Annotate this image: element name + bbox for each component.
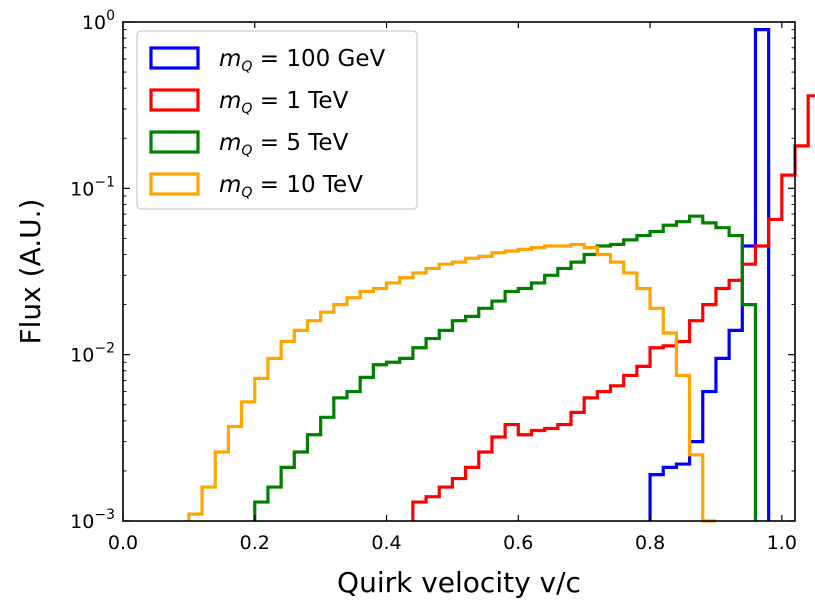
y-axis-title: Flux (A.U.): [14, 199, 47, 345]
legend-label: mQ = 10 TeV: [219, 172, 363, 201]
legend-swatch: [149, 46, 200, 70]
ticks-layer: 0.0 0.2 0.4 0.6 0.8 1.0 100 10−1 10−2 10−3: [70, 8, 797, 554]
series-layer: [187, 28, 815, 523]
legend-swatch: [149, 130, 200, 154]
x-tick-label: 0.2: [240, 532, 270, 554]
series-line-100-gev: [648, 28, 771, 521]
y-tick-label: 10−2: [70, 341, 115, 367]
plot-frame: [122, 21, 796, 522]
y-tick-label: 100: [82, 8, 115, 34]
x-axis-title: Quirk velocity v/c: [337, 566, 581, 599]
x-tick-label: 0.6: [503, 532, 533, 554]
series-line-1-tev: [411, 94, 815, 521]
legend: mQ = 100 GeV mQ = 1 TeV mQ = 5 TeV mQ = 10 …: [136, 30, 418, 210]
legend-label: mQ = 5 TeV: [219, 130, 349, 159]
legend-label: mQ = 100 GeV: [219, 46, 386, 75]
legend-swatch: [149, 88, 200, 112]
legend-label: mQ = 1 TeV: [219, 88, 349, 117]
x-tick-label: 1.0: [767, 532, 797, 554]
y-tick-label: 10−3: [70, 507, 115, 533]
x-tick-label: 0.4: [371, 532, 401, 554]
series-line-5-tev: [253, 214, 758, 521]
legend-swatch: [149, 172, 200, 196]
x-tick-label: 0.8: [635, 532, 665, 554]
x-tick-label: 0.0: [108, 532, 138, 554]
legend-box: [136, 30, 418, 210]
y-tick-label: 10−1: [70, 174, 115, 200]
series-line-10-tev: [187, 242, 716, 523]
